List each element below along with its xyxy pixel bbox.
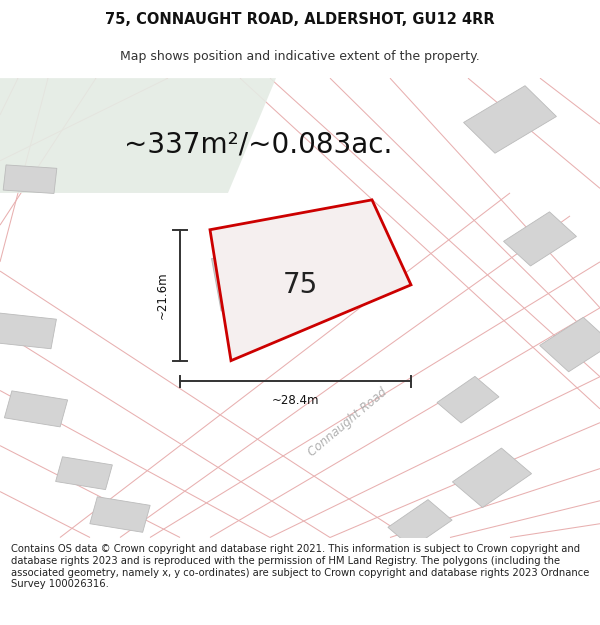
Polygon shape (452, 448, 532, 508)
Text: Contains OS data © Crown copyright and database right 2021. This information is : Contains OS data © Crown copyright and d… (11, 544, 589, 589)
Polygon shape (464, 86, 556, 153)
Text: 75, CONNAUGHT ROAD, ALDERSHOT, GU12 4RR: 75, CONNAUGHT ROAD, ALDERSHOT, GU12 4RR (105, 12, 495, 27)
Polygon shape (388, 499, 452, 548)
Polygon shape (4, 391, 68, 427)
Polygon shape (0, 312, 56, 349)
Polygon shape (540, 318, 600, 372)
Polygon shape (437, 376, 499, 423)
Text: ~21.6m: ~21.6m (155, 271, 169, 319)
Polygon shape (210, 200, 411, 361)
Text: ~337m²/~0.083ac.: ~337m²/~0.083ac. (124, 131, 392, 159)
Text: Connaught Road: Connaught Road (306, 386, 390, 459)
Polygon shape (503, 212, 577, 266)
Text: Map shows position and indicative extent of the property.: Map shows position and indicative extent… (120, 50, 480, 62)
Polygon shape (56, 457, 112, 489)
Text: ~28.4m: ~28.4m (272, 394, 319, 407)
Polygon shape (0, 78, 276, 193)
Polygon shape (212, 249, 304, 311)
Polygon shape (90, 497, 150, 532)
Text: 75: 75 (283, 271, 317, 299)
Polygon shape (3, 165, 57, 194)
